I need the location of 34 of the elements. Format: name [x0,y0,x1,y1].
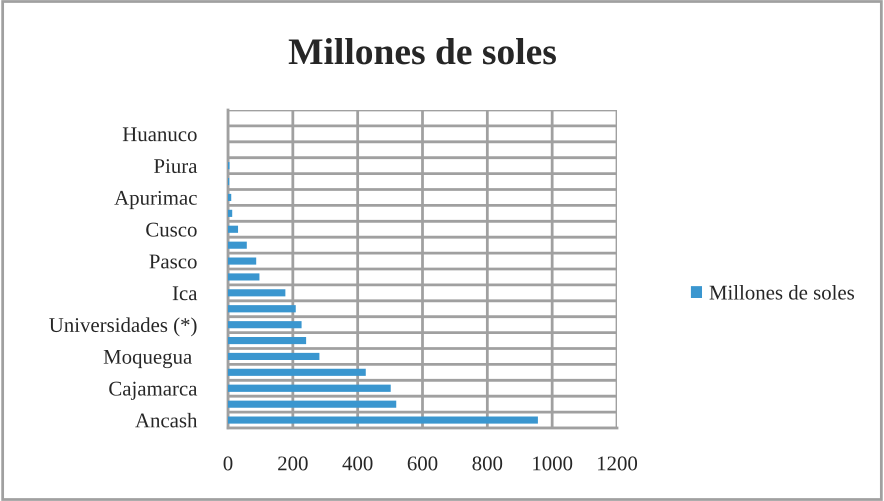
y-tick-label: Huanuco [122,127,197,142]
bar [228,226,238,233]
bar [228,210,232,217]
y-tick-label: Apurimac [114,190,197,210]
x-tick-label: 200 [278,456,308,470]
chart-title: Millones de soles [288,38,556,64]
y-tick-label: Cusco [146,222,197,237]
bar [228,194,232,202]
bar [228,273,260,281]
bar [228,400,396,408]
bar [228,289,286,296]
bar [228,336,306,344]
x-tick-label: 400 [342,456,372,470]
bar [228,368,366,376]
y-tick-label: Piura [154,159,198,174]
x-tick-label: 1200 [598,456,638,470]
x-tick-label: 800 [472,456,502,470]
y-tick-label: Ica [172,286,198,300]
y-tick-label: Cajamarca [109,382,198,400]
bar [228,305,296,312]
bar [228,242,247,249]
y-tick-label: Moquegua [104,350,192,368]
y-tick-label: Pasco [149,254,197,268]
x-tick-label: 600 [408,456,438,470]
legend-label: Millones de soles [710,284,854,300]
y-tick-label: Ancash [135,412,198,428]
bar [228,384,391,392]
y-tick-label: Universidades (*) [49,317,197,336]
bar [228,257,256,265]
bar [228,416,538,424]
bar [228,321,302,328]
bar [228,352,320,360]
x-tick-label: 0 [224,456,232,470]
x-tick-label: 1000 [533,456,572,470]
